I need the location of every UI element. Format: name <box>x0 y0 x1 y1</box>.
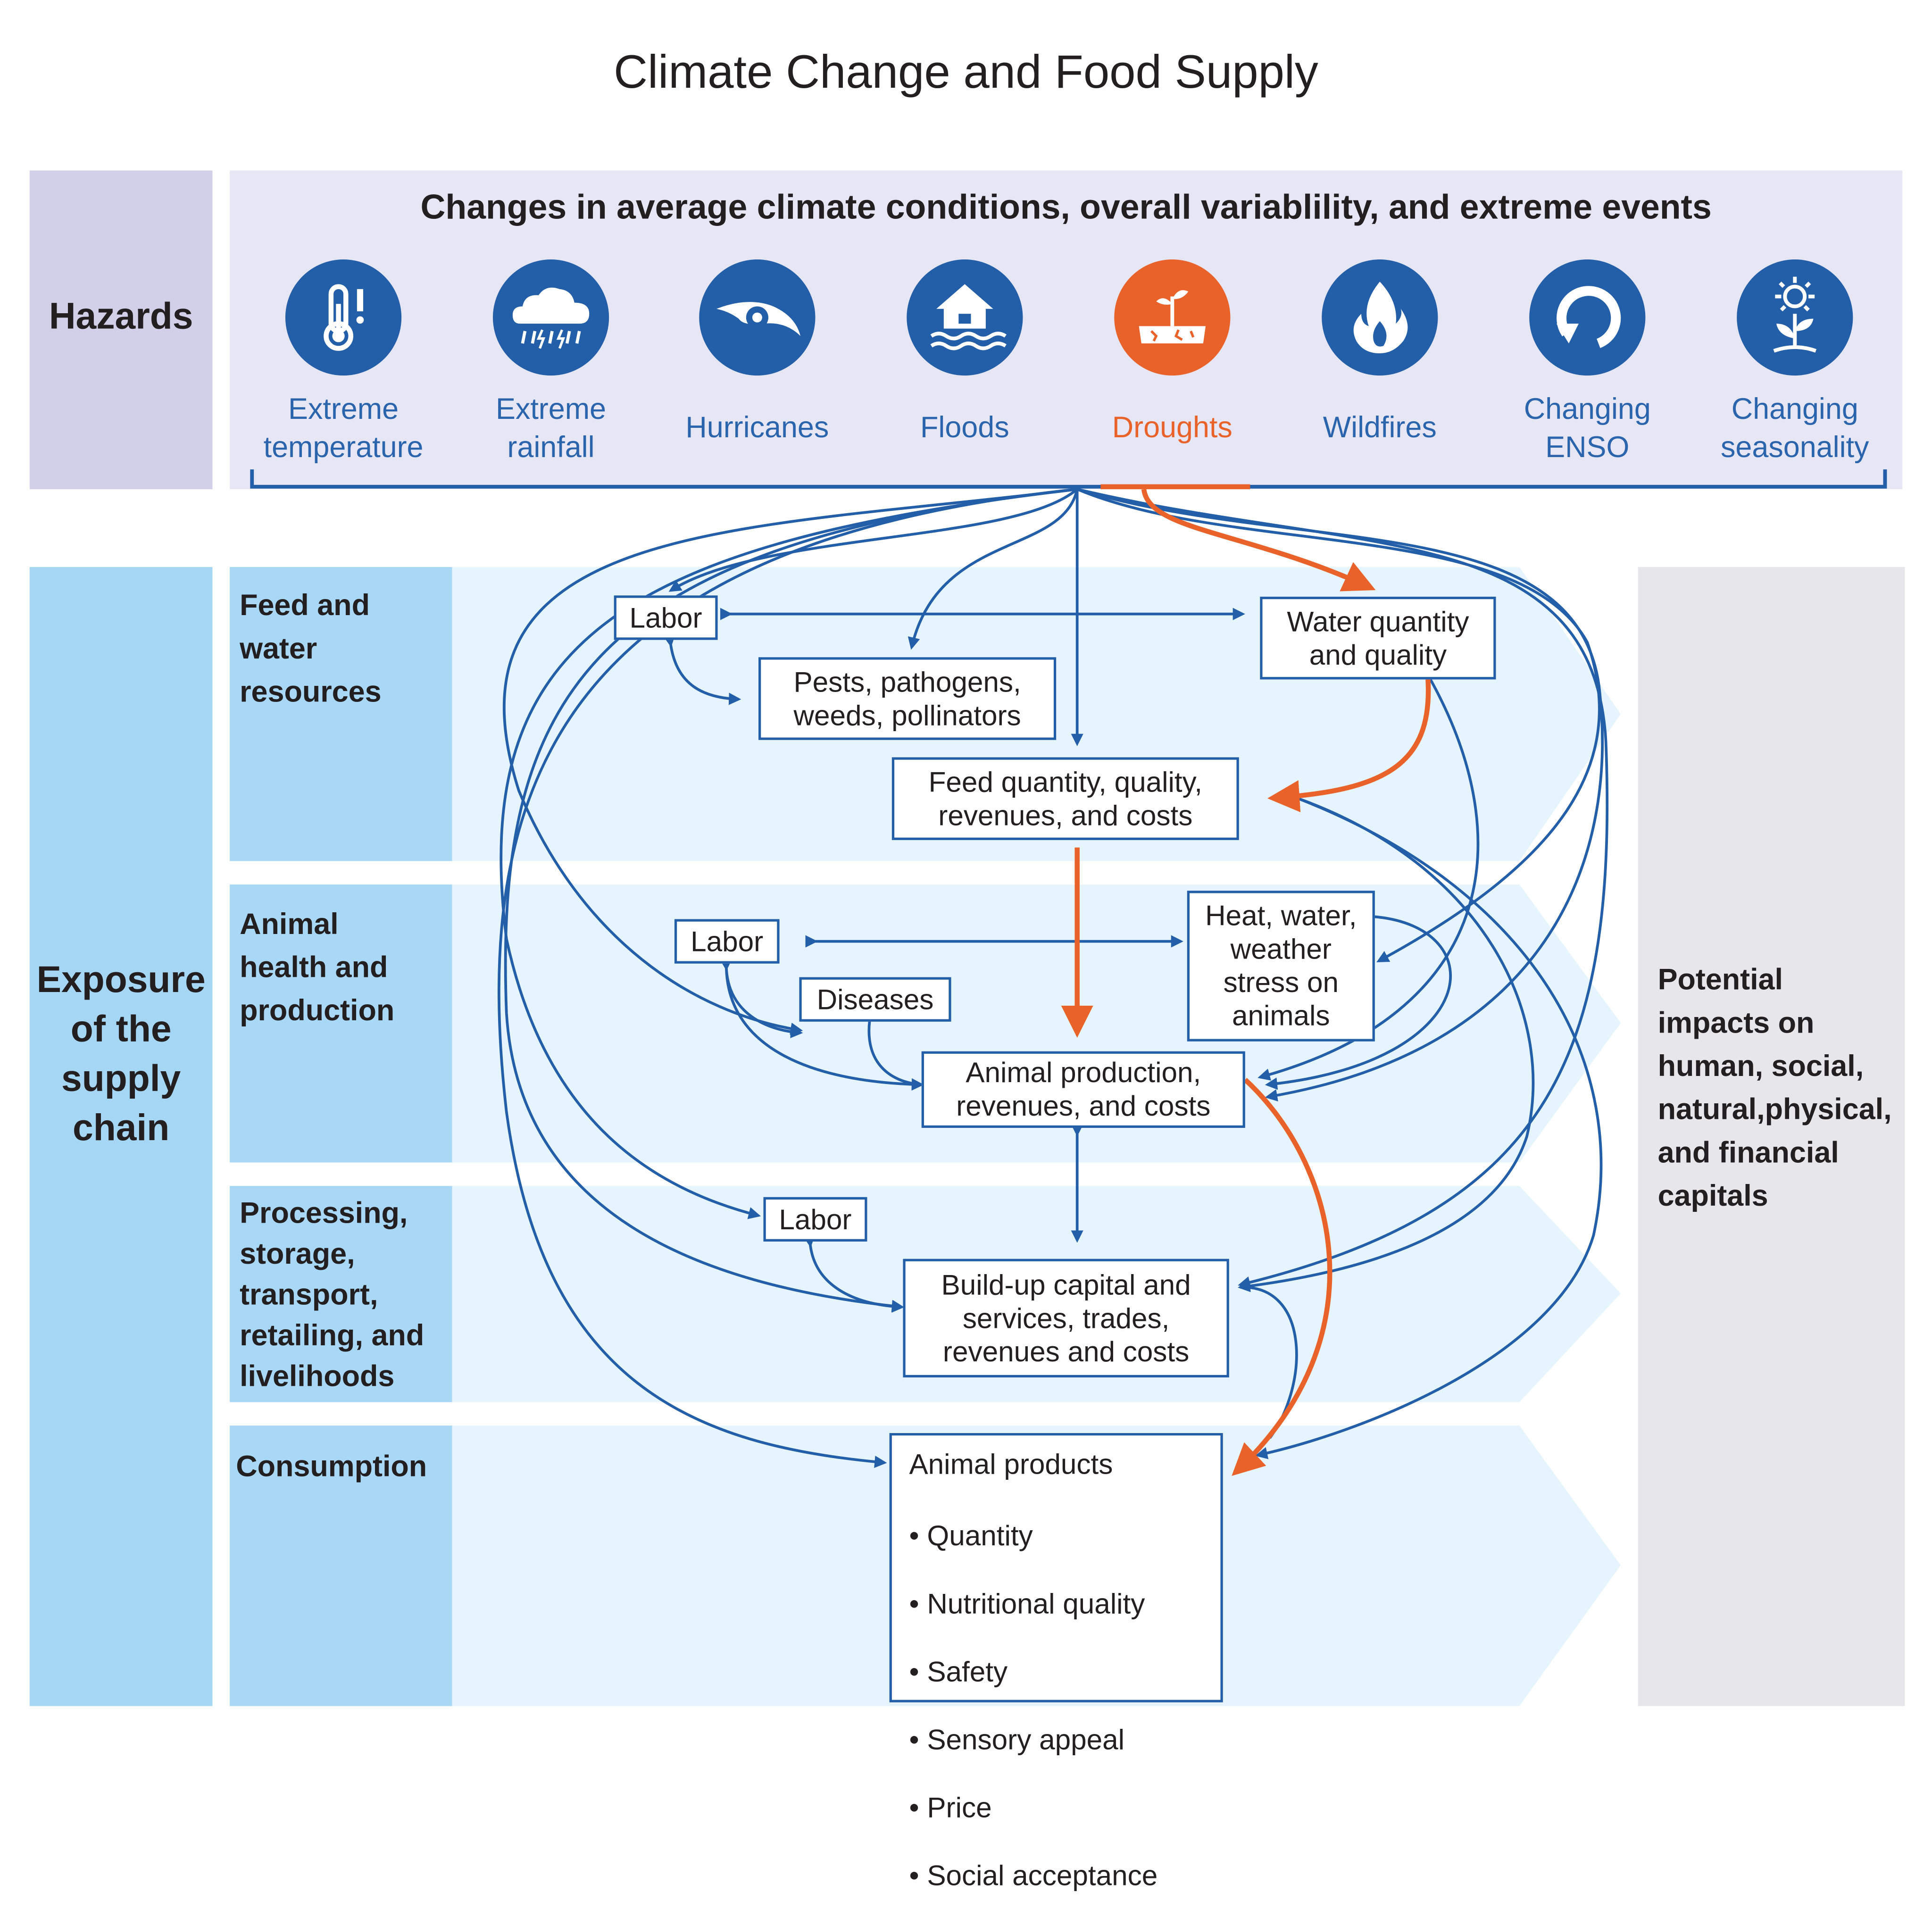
feed-box: Feed quantity, quality, revenues, and co… <box>892 757 1239 840</box>
feed-to-buildup <box>1240 798 1533 1287</box>
labor-diseases-link <box>726 968 800 1033</box>
animal-products-list: Quantity Nutritional quality Safety Sens… <box>909 1485 1158 1926</box>
labor-pests-link <box>671 645 739 699</box>
animal-products-box: Animal products Quantity Nutritional qua… <box>890 1433 1223 1702</box>
buildup-to-animal-products <box>1240 1287 1296 1438</box>
water-to-feed <box>1272 679 1428 798</box>
hazards-bracket <box>252 469 1885 487</box>
animal-products-title: Animal products <box>909 1445 1113 1483</box>
labor-buildup-link <box>810 1245 902 1307</box>
animal-production-box: Animal production, revenues, and costs <box>922 1051 1245 1128</box>
diseases-animal-production-link <box>869 1020 921 1084</box>
drought-to-water <box>1144 489 1371 588</box>
buildup-box: Build-up capital and services, trades, r… <box>903 1259 1229 1377</box>
diagram-canvas: Climate Change and Food Supply Hazards C… <box>0 0 1932 1739</box>
diseases-box: Diseases <box>799 977 951 1022</box>
water-quality-box: Water quantity and quality <box>1260 597 1496 679</box>
labor-box-animal: Labor <box>675 919 780 963</box>
list-item: Price <box>909 1790 1158 1825</box>
hub-to-buildup-left <box>506 489 1077 1307</box>
labor-box-feed: Labor <box>614 595 718 640</box>
list-item: Safety <box>909 1654 1158 1689</box>
list-item: Sensory appeal <box>909 1722 1158 1757</box>
list-item: Social acceptance <box>909 1858 1158 1893</box>
pests-box: Pests, pathogens, weeds, pollinators <box>758 657 1056 740</box>
heat-stress-box: Heat, water, weather stress on animals <box>1187 891 1375 1042</box>
list-item: Nutritional quality <box>909 1586 1158 1621</box>
labor-box-processing: Labor <box>763 1197 867 1242</box>
list-item: Quantity <box>909 1518 1158 1553</box>
hub-to-pests <box>912 489 1077 647</box>
hub-to-labor-feed <box>671 489 1077 591</box>
